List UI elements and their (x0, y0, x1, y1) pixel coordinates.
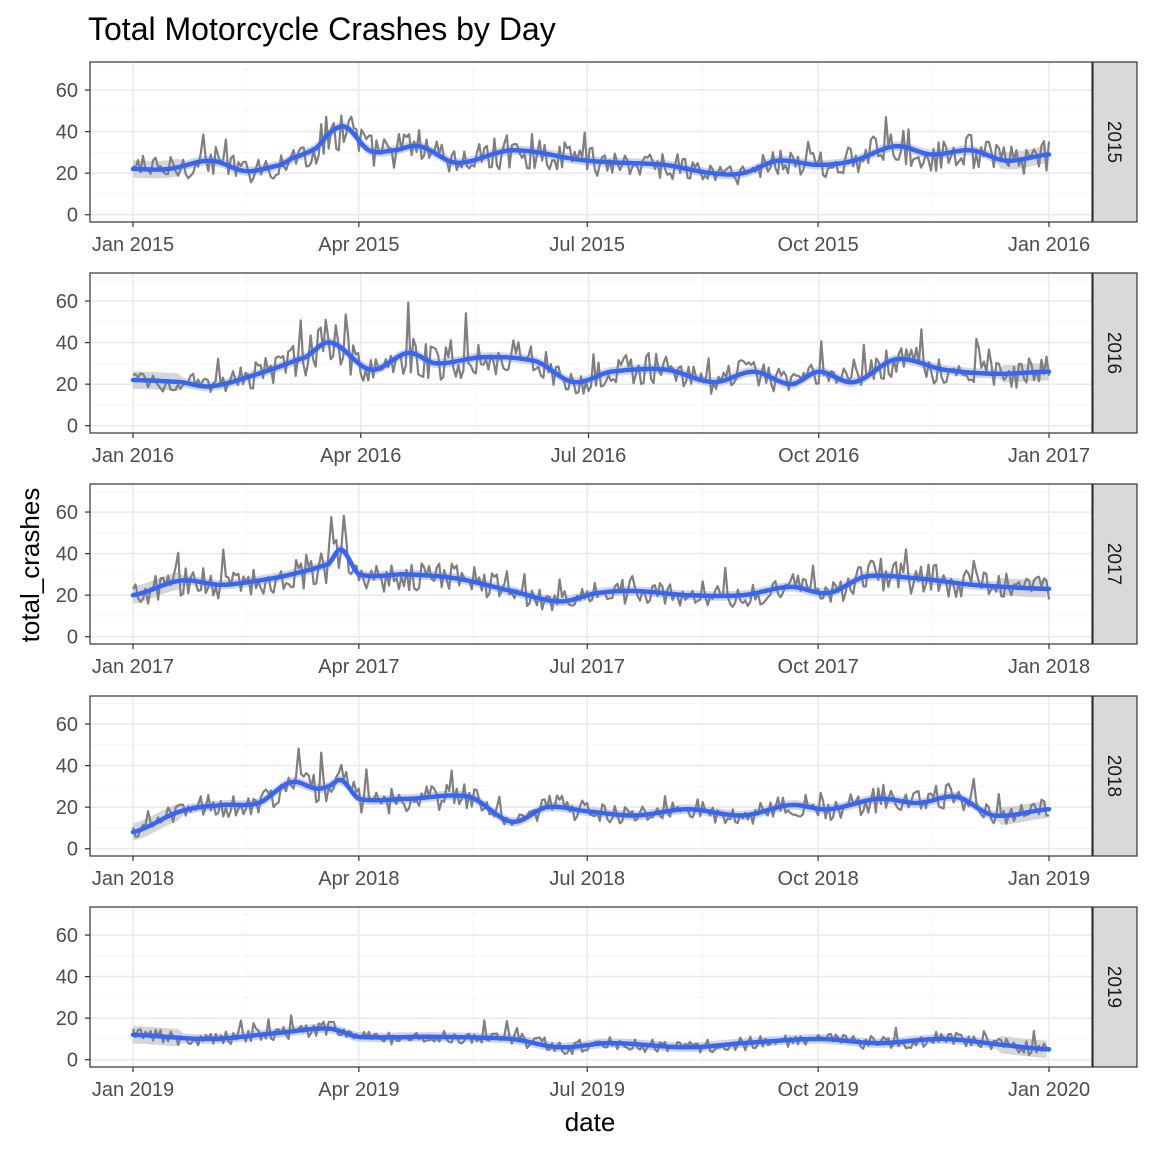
x-tick-label: Oct 2018 (778, 868, 859, 890)
x-tick-label: Jan 2016 (92, 445, 174, 467)
facet-strip (1092, 61, 1138, 223)
facet-panels: 0 20 40 60 Jan 2015 Apr 2015 Jul 2015 Oct 2015 J… (56, 61, 1138, 1101)
x-tick-label: Jan 2019 (1008, 868, 1090, 890)
facet-panel-2018: 0 20 40 60 Jan 2018 Apr 2018 Jul 2018 Oct 2018 J… (56, 695, 1138, 890)
smooth-trend-line (130, 124, 1052, 177)
y-tick-label: 40 (56, 544, 78, 566)
panel-border (89, 272, 1093, 434)
facet-strip (1092, 483, 1138, 645)
x-axis-title: date (565, 1107, 616, 1137)
panel-background (90, 484, 1092, 644)
x-tick-label: Apr 2017 (318, 656, 399, 678)
smooth-trend-line (130, 1026, 1052, 1052)
y-tick-label: 40 (56, 122, 78, 144)
smooth-trend-line (130, 340, 1052, 389)
x-tick-label: Jan 2018 (1008, 656, 1090, 678)
x-tick-label: Oct 2019 (778, 1079, 859, 1101)
x-tick-label: Jul 2017 (549, 656, 625, 678)
y-tick-label: 60 (56, 80, 78, 102)
x-tick-label: Jul 2015 (549, 234, 625, 256)
daily-crashes-line (132, 114, 1051, 186)
x-tick-label: Jan 2019 (92, 1079, 174, 1101)
x-tick-label: Jan 2017 (1008, 445, 1090, 467)
y-tick-label: 40 (56, 333, 78, 355)
x-tick-label: Oct 2017 (778, 656, 859, 678)
panel-border (89, 483, 1093, 645)
facet-panel-2015: 0 20 40 60 Jan 2015 Apr 2015 Jul 2015 Oct 2015 J… (56, 61, 1138, 256)
facet-strip (1092, 695, 1138, 857)
chart-title: Total Motorcycle Crashes by Day (88, 11, 556, 47)
y-axis-title: total_crashes (15, 488, 45, 643)
smooth-trend-line (130, 777, 1052, 835)
confidence-ribbon (133, 775, 1047, 841)
x-tick-label: Jul 2016 (551, 445, 627, 467)
facet-strip-label: 2017 (1103, 543, 1124, 585)
y-tick-label: 20 (56, 797, 78, 819)
x-tick-label: Jul 2019 (549, 1079, 625, 1101)
panel-background (90, 696, 1092, 856)
x-tick-label: Jan 2015 (92, 234, 174, 256)
facet-strip (1092, 272, 1138, 434)
panel-background (90, 62, 1092, 222)
facet-panel-2016: 0 20 40 60 Jan 2016 Apr 2016 Jul 2016 Oct 2016 J… (56, 272, 1138, 467)
x-tick-label: Oct 2015 (778, 234, 859, 256)
y-tick-label: 60 (56, 714, 78, 736)
x-tick-label: Jan 2016 (1008, 234, 1090, 256)
x-tick-label: Jul 2018 (549, 868, 625, 890)
confidence-ribbon (133, 1023, 1047, 1058)
facet-strip-label: 2016 (1103, 332, 1124, 374)
y-tick-label: 0 (67, 627, 78, 649)
y-tick-label: 20 (56, 585, 78, 607)
daily-crashes-line (131, 747, 1050, 838)
y-tick-label: 60 (56, 502, 78, 524)
x-tick-label: Oct 2016 (778, 445, 859, 467)
daily-crashes-line (132, 301, 1051, 395)
facet-strip-label: 2015 (1103, 121, 1124, 163)
y-tick-label: 0 (67, 1050, 78, 1072)
smooth-trend-line (130, 547, 1052, 604)
y-tick-label: 20 (56, 1008, 78, 1030)
y-tick-label: 40 (56, 756, 78, 778)
panel-background (90, 273, 1092, 433)
y-tick-label: 20 (56, 163, 78, 185)
y-tick-label: 0 (67, 416, 78, 438)
y-tick-label: 0 (67, 839, 78, 861)
panel-border (89, 906, 1093, 1068)
y-tick-label: 60 (56, 291, 78, 313)
y-tick-label: 0 (67, 205, 78, 227)
x-tick-label: Apr 2015 (318, 234, 399, 256)
x-tick-label: Apr 2016 (320, 445, 401, 467)
x-tick-label: Apr 2019 (318, 1079, 399, 1101)
y-tick-label: 60 (56, 925, 78, 947)
x-tick-label: Apr 2018 (318, 868, 399, 890)
y-tick-label: 40 (56, 967, 78, 989)
facet-panel-2019: 0 20 40 60 Jan 2019 Apr 2019 Jul 2019 Oct 2019 J… (56, 906, 1138, 1101)
facet-strip-label: 2018 (1103, 755, 1124, 797)
panel-border (89, 61, 1093, 223)
x-tick-label: Jan 2018 (92, 868, 174, 890)
y-tick-label: 20 (56, 374, 78, 396)
daily-crashes-line (132, 514, 1051, 612)
facet-panel-2017: 0 20 40 60 Jan 2017 Apr 2017 Jul 2017 Oct 2017 J… (56, 483, 1138, 678)
panel-border (89, 695, 1093, 857)
facet-strip-label: 2019 (1103, 966, 1124, 1008)
x-tick-label: Jan 2017 (92, 656, 174, 678)
x-tick-label: Jan 2020 (1008, 1079, 1090, 1101)
facet-strip (1092, 906, 1138, 1068)
